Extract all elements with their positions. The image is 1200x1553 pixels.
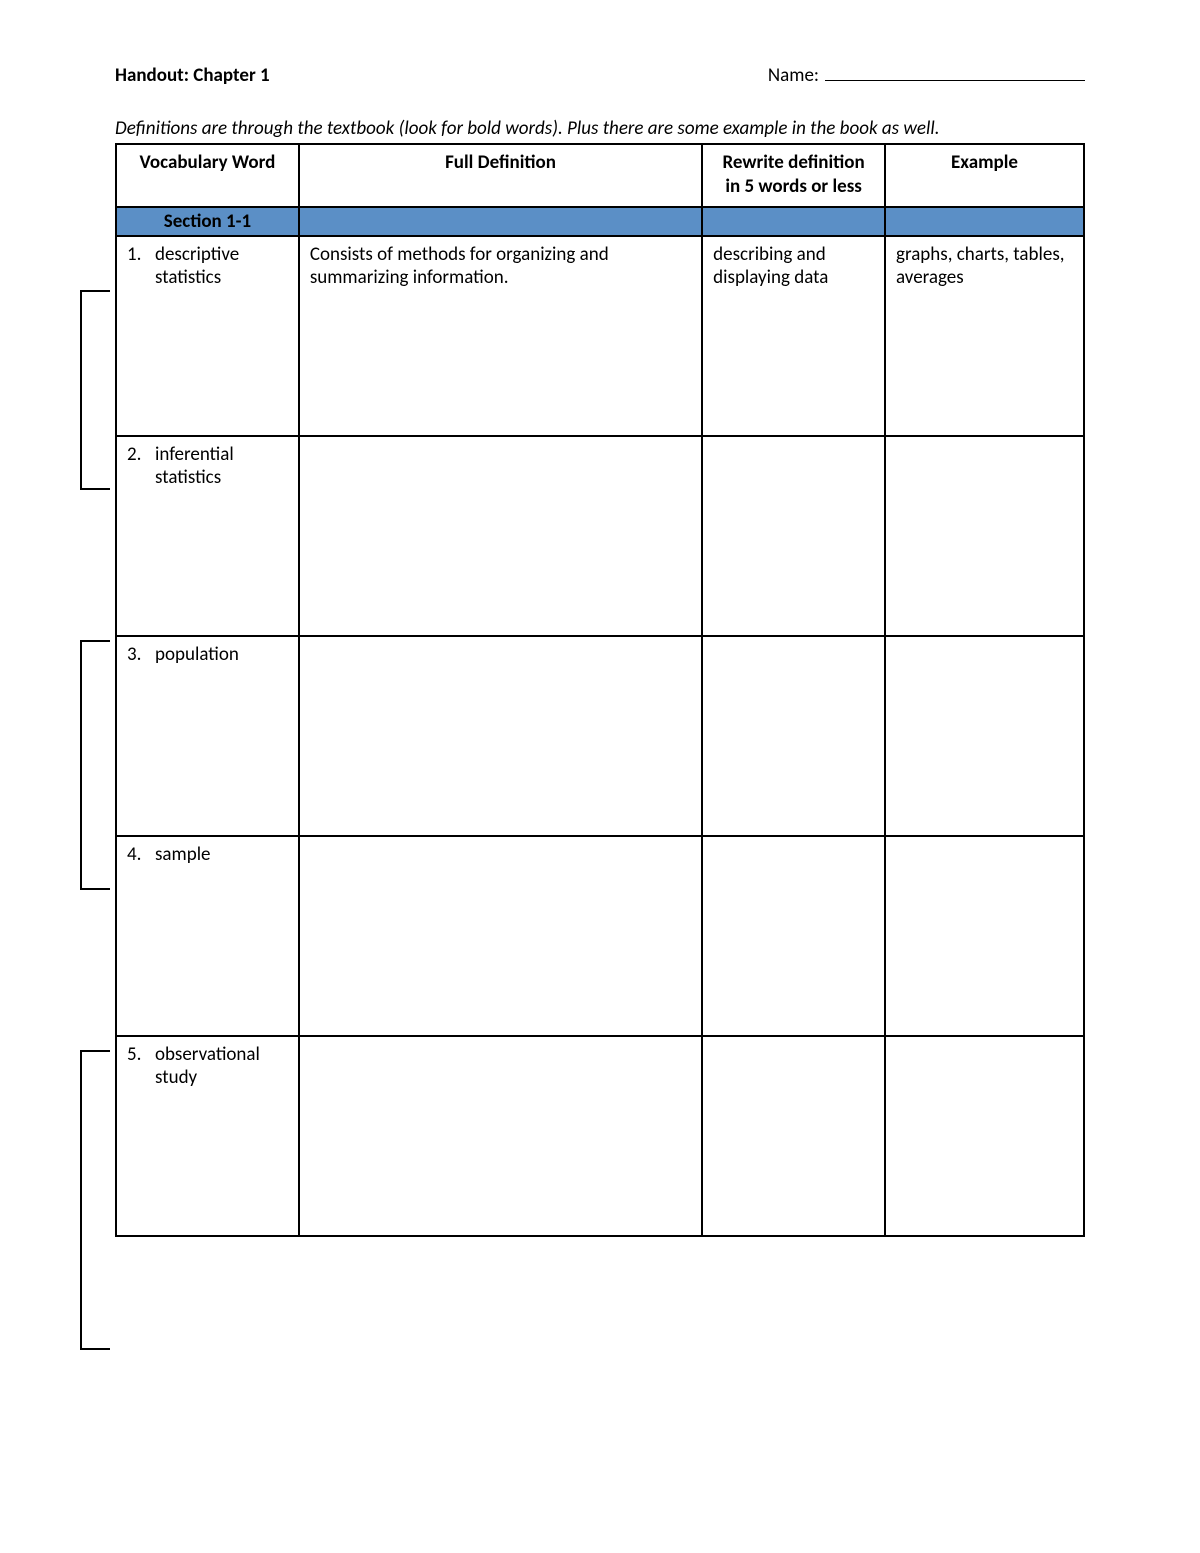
word-cell: 3. population [116, 636, 299, 836]
vocab-word: descriptive statistics [155, 243, 288, 289]
definition-cell [299, 836, 702, 1036]
bracket-icon [80, 640, 110, 890]
row-number: 3. [127, 643, 155, 666]
section-label: Section 1-1 [116, 207, 299, 236]
bracket-icon [80, 1050, 110, 1350]
name-label: Name: [768, 64, 819, 87]
vocab-word: sample [155, 843, 288, 866]
row-number: 5. [127, 1043, 155, 1089]
definition-cell [299, 1036, 702, 1236]
table-header-row: Vocabulary Word Full Definition Rewrite … [116, 144, 1084, 207]
vocab-table: Vocabulary Word Full Definition Rewrite … [115, 143, 1085, 1237]
rewrite-cell [702, 636, 885, 836]
rewrite-cell [702, 1036, 885, 1236]
rewrite-cell [702, 836, 885, 1036]
bracket-icon [80, 290, 110, 490]
example-cell [885, 836, 1084, 1036]
word-cell: 2. inferential statistics [116, 436, 299, 636]
rewrite-cell [702, 436, 885, 636]
page: Handout: Chapter 1 Name: Definitions are… [0, 0, 1200, 1297]
row-number: 4. [127, 843, 155, 866]
header-row: Handout: Chapter 1 Name: [115, 60, 1085, 87]
word-cell: 1. descriptive statistics [116, 236, 299, 436]
table-row: 3. population [116, 636, 1084, 836]
definition-cell [299, 636, 702, 836]
section-spacer [299, 207, 702, 236]
rewrite-cell: describing and displaying data [702, 236, 885, 436]
row-number: 1. [127, 243, 155, 289]
word-cell: 4. sample [116, 836, 299, 1036]
row-number: 2. [127, 443, 155, 489]
instructions: Definitions are through the textbook (lo… [115, 117, 1085, 141]
example-cell [885, 436, 1084, 636]
col-header-rewrite: Rewrite definition in 5 words or less [702, 144, 885, 207]
section-row: Section 1-1 [116, 207, 1084, 236]
table-row: 2. inferential statistics [116, 436, 1084, 636]
section-spacer [885, 207, 1084, 236]
definition-cell: Consists of methods for organizing and s… [299, 236, 702, 436]
col-header-definition: Full Definition [299, 144, 702, 207]
section-spacer [702, 207, 885, 236]
handout-title: Handout: Chapter 1 [115, 64, 270, 87]
word-cell: 5. observational study [116, 1036, 299, 1236]
table-row: 5. observational study [116, 1036, 1084, 1236]
example-cell: graphs, charts, tables, averages [885, 236, 1084, 436]
table-row: 4. sample [116, 836, 1084, 1036]
vocab-word: inferential statistics [155, 443, 288, 489]
definition-cell [299, 436, 702, 636]
col-header-example: Example [885, 144, 1084, 207]
example-cell [885, 1036, 1084, 1236]
vocab-word: population [155, 643, 288, 666]
name-field: Name: [768, 60, 1085, 87]
vocab-word: observational study [155, 1043, 288, 1089]
example-cell [885, 636, 1084, 836]
name-blank-line [825, 60, 1085, 81]
col-header-word: Vocabulary Word [116, 144, 299, 207]
table-row: 1. descriptive statistics Consists of me… [116, 236, 1084, 436]
